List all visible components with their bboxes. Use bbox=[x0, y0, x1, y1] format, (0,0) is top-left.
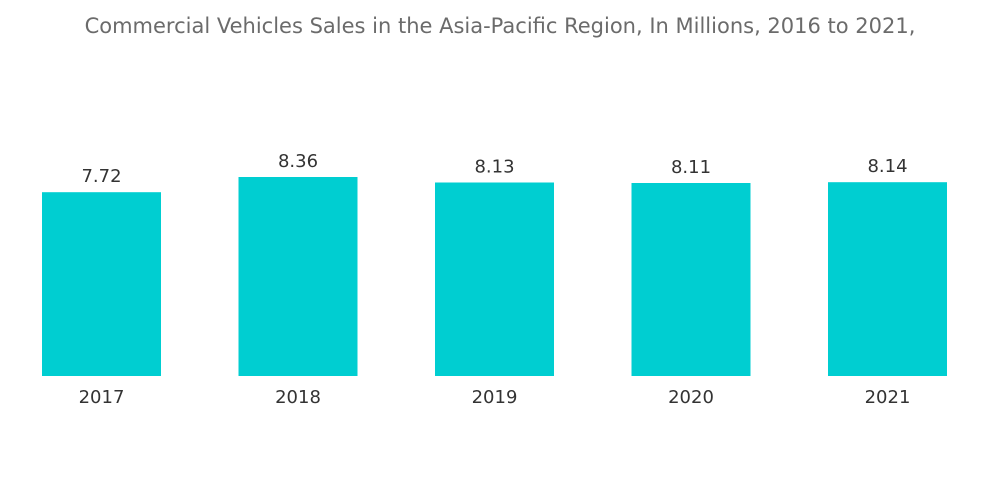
value-label-2019: 8.13 bbox=[474, 157, 514, 178]
bar-2018 bbox=[238, 177, 358, 376]
value-labels-group: 7.72 8.36 8.13 8.11 8.14 bbox=[81, 151, 907, 187]
bar-2021 bbox=[828, 182, 947, 376]
x-tick-2017: 2017 bbox=[79, 387, 125, 408]
value-label-2018: 8.36 bbox=[278, 151, 318, 172]
bars-group bbox=[42, 177, 947, 376]
x-tick-2019: 2019 bbox=[472, 387, 518, 408]
value-label-2020: 8.11 bbox=[671, 157, 711, 178]
bar-2017 bbox=[42, 192, 161, 376]
x-axis-tick-labels: 2017 2018 2019 2020 2021 bbox=[79, 387, 911, 408]
x-tick-2020: 2020 bbox=[668, 387, 714, 408]
value-label-2021: 8.14 bbox=[867, 156, 907, 177]
bar-2020 bbox=[631, 183, 751, 376]
x-tick-2018: 2018 bbox=[275, 387, 321, 408]
bar-2019 bbox=[435, 182, 554, 376]
value-label-2017: 7.72 bbox=[81, 166, 121, 187]
x-tick-2021: 2021 bbox=[865, 387, 911, 408]
chart-title: Commercial Vehicles Sales in the Asia-Pa… bbox=[84, 14, 916, 38]
